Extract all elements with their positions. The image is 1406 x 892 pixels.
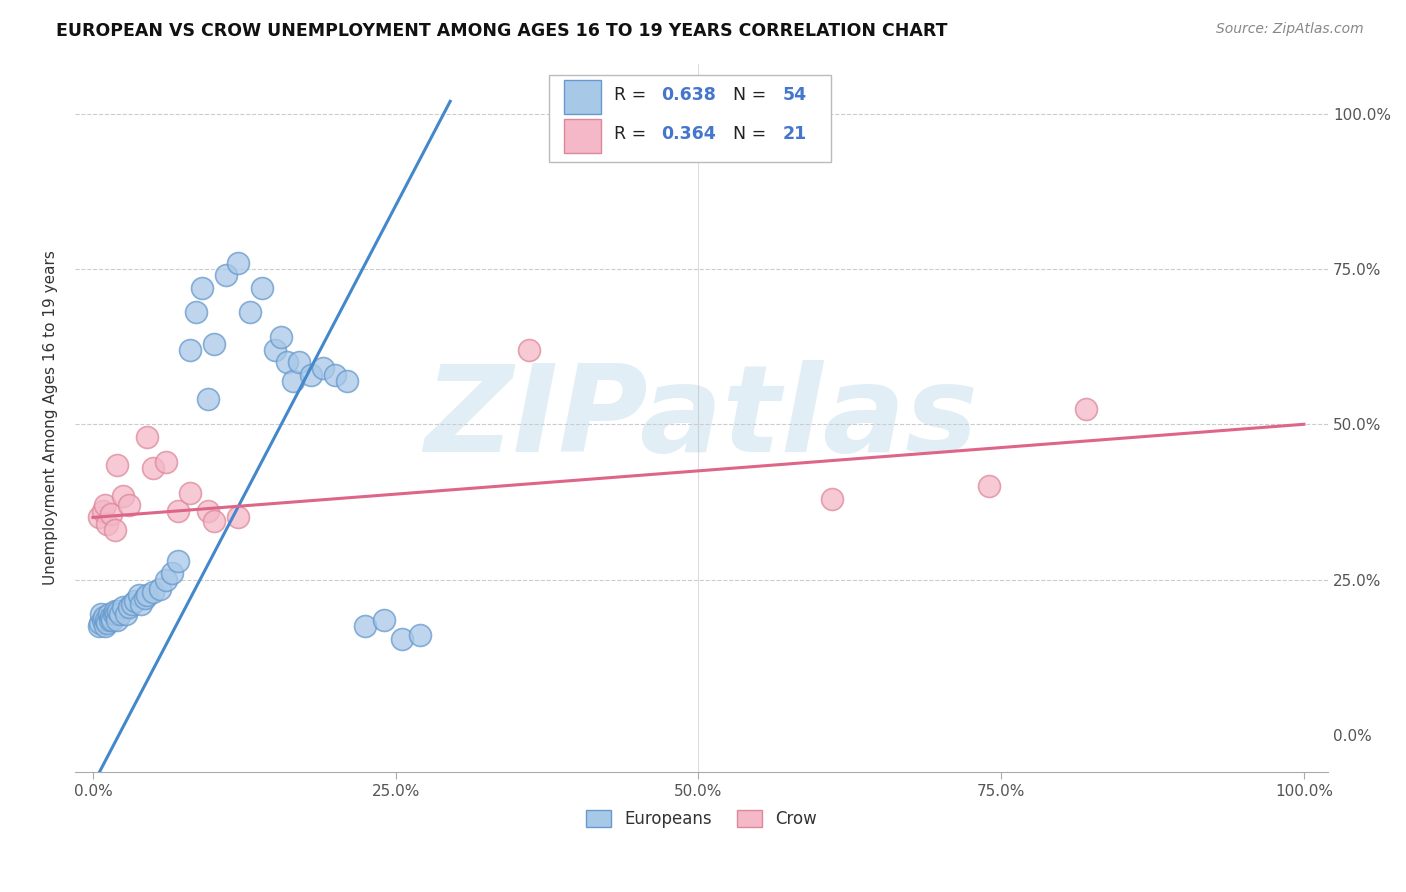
Point	[134, 591, 156, 606]
Text: Source: ZipAtlas.com: Source: ZipAtlas.com	[1216, 22, 1364, 37]
Point	[299, 368, 322, 382]
Point	[276, 355, 298, 369]
Point	[160, 566, 183, 581]
Point	[118, 498, 141, 512]
Text: ZIPatlas: ZIPatlas	[425, 359, 979, 476]
Text: 54: 54	[783, 86, 807, 104]
Point	[148, 582, 170, 596]
Point	[105, 458, 128, 472]
Point	[252, 280, 274, 294]
Point	[142, 585, 165, 599]
Point	[197, 504, 219, 518]
Point	[136, 588, 159, 602]
Point	[1074, 401, 1097, 416]
Point	[323, 368, 346, 382]
Point	[142, 460, 165, 475]
Point	[107, 604, 129, 618]
Text: 21: 21	[783, 125, 807, 143]
Point	[191, 280, 214, 294]
Point	[100, 609, 122, 624]
Point	[202, 514, 225, 528]
Point	[108, 607, 131, 621]
Y-axis label: Unemployment Among Ages 16 to 19 years: Unemployment Among Ages 16 to 19 years	[44, 251, 58, 585]
Point	[179, 485, 201, 500]
Point	[336, 374, 359, 388]
Point	[166, 554, 188, 568]
Point	[89, 615, 111, 630]
FancyBboxPatch shape	[564, 80, 602, 114]
Text: R =: R =	[614, 125, 651, 143]
Point	[124, 594, 146, 608]
Point	[103, 607, 125, 621]
Point	[105, 613, 128, 627]
Point	[155, 573, 177, 587]
Point	[131, 598, 153, 612]
Point	[94, 498, 117, 512]
Point	[977, 479, 1000, 493]
Point	[87, 619, 110, 633]
Point	[197, 392, 219, 407]
Text: N =: N =	[733, 86, 766, 104]
Point	[114, 607, 136, 621]
Point	[112, 600, 135, 615]
Point	[112, 489, 135, 503]
Point	[215, 268, 238, 283]
Point	[118, 600, 141, 615]
Point	[202, 336, 225, 351]
Text: N =: N =	[733, 125, 766, 143]
Point	[263, 343, 285, 357]
FancyBboxPatch shape	[548, 76, 831, 161]
Point	[96, 615, 118, 630]
Point	[87, 510, 110, 524]
Point	[91, 504, 114, 518]
Point	[100, 508, 122, 522]
Point	[94, 619, 117, 633]
FancyBboxPatch shape	[564, 120, 602, 153]
Point	[409, 628, 432, 642]
Point	[104, 604, 127, 618]
Point	[354, 619, 377, 633]
Text: 0.364: 0.364	[661, 125, 716, 143]
Point	[104, 523, 127, 537]
Point	[239, 305, 262, 319]
Point	[121, 598, 143, 612]
Point	[98, 613, 121, 627]
Point	[179, 343, 201, 357]
Point	[517, 343, 540, 357]
Point	[184, 305, 207, 319]
Text: 0.638: 0.638	[661, 86, 716, 104]
Point	[226, 256, 249, 270]
Point	[312, 361, 335, 376]
Point	[820, 491, 842, 506]
Point	[391, 632, 413, 646]
Point	[373, 613, 395, 627]
Point	[90, 607, 112, 621]
Point	[96, 613, 118, 627]
Point	[93, 609, 115, 624]
Point	[96, 516, 118, 531]
Point	[104, 607, 127, 621]
Point	[155, 454, 177, 468]
Point	[226, 510, 249, 524]
Point	[91, 613, 114, 627]
Legend: Europeans, Crow: Europeans, Crow	[579, 803, 824, 835]
Text: R =: R =	[614, 86, 651, 104]
Text: EUROPEAN VS CROW UNEMPLOYMENT AMONG AGES 16 TO 19 YEARS CORRELATION CHART: EUROPEAN VS CROW UNEMPLOYMENT AMONG AGES…	[56, 22, 948, 40]
Point	[281, 374, 304, 388]
Point	[97, 607, 120, 621]
Point	[128, 588, 150, 602]
Point	[136, 430, 159, 444]
Point	[270, 330, 292, 344]
Point	[166, 504, 188, 518]
Point	[101, 613, 124, 627]
Point	[288, 355, 311, 369]
